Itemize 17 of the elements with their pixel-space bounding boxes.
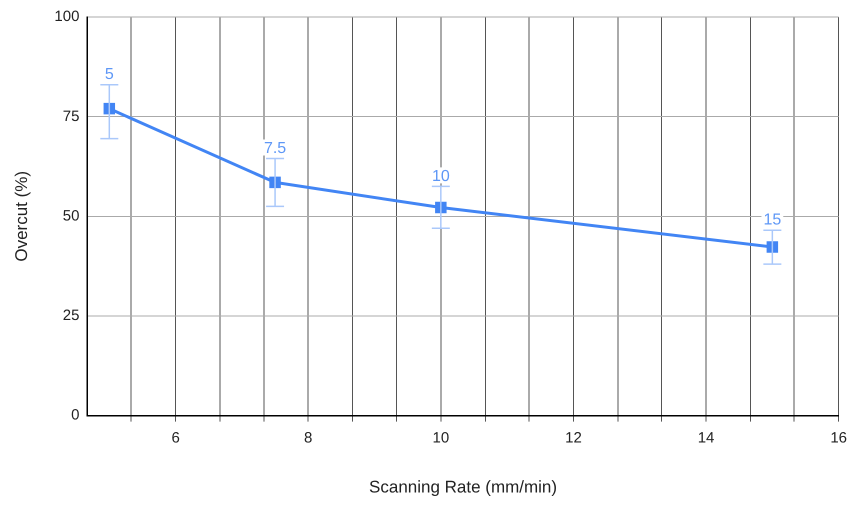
x-tick-label: 8	[304, 430, 312, 447]
x-tick-label: 14	[698, 430, 714, 447]
y-tick-label: 100	[54, 8, 80, 26]
x-axis-title: Scanning Rate (mm/min)	[369, 477, 558, 496]
annotation: 7.5	[264, 140, 286, 157]
x-tick-label: 10	[432, 430, 450, 447]
y-tick-label: 50	[62, 207, 80, 224]
x-tick-label: 6	[171, 430, 180, 447]
annotation: 15	[763, 212, 782, 229]
y-tick-label: 0	[71, 406, 80, 424]
y-axis-title: Overcut (%)	[12, 170, 31, 262]
y-tick-label: 25	[62, 307, 80, 324]
x-tick-label: 12	[565, 430, 582, 447]
x-tick-label: 16	[830, 430, 847, 447]
annotation: 10	[432, 168, 450, 185]
y-tick-label: 75	[62, 108, 80, 125]
annotation: 5	[104, 66, 114, 84]
